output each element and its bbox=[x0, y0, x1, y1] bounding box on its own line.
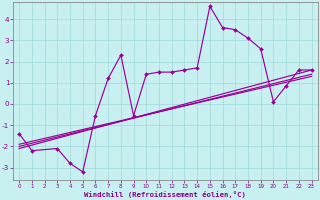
X-axis label: Windchill (Refroidissement éolien,°C): Windchill (Refroidissement éolien,°C) bbox=[84, 191, 246, 198]
